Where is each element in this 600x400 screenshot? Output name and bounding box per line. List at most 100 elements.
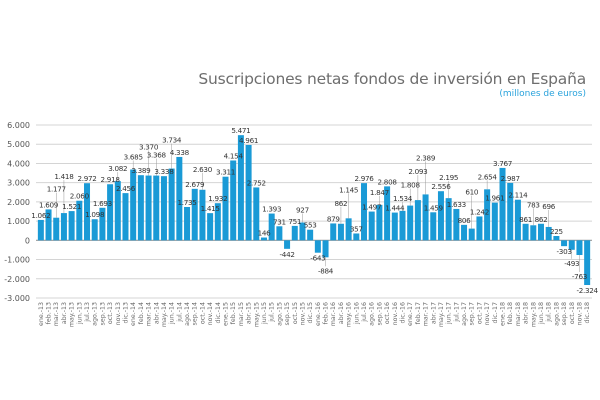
x-tick-label: ene.-14 — [130, 302, 137, 326]
data-label: 1.459 — [424, 203, 444, 212]
data-label: 2.556 — [431, 182, 451, 191]
bar-jul.-13 — [84, 183, 91, 241]
x-tick-label: feb.-16 — [323, 302, 330, 324]
bar-sep.-16 — [376, 204, 383, 241]
x-tick-label: may.-14 — [161, 302, 168, 327]
bar-mar.-15 — [237, 135, 244, 241]
data-label: 146 — [258, 229, 272, 238]
chart-title: Suscripciones netas fondos de inversión … — [198, 70, 586, 88]
bar-abr.-16 — [337, 223, 344, 241]
x-tick-label: ago.-13 — [92, 302, 99, 326]
x-tick-label: abr.-17 — [430, 302, 437, 324]
data-label: 861 — [519, 215, 532, 224]
y-tick-label: 1.000 — [7, 217, 30, 226]
bar-mar.-16 — [330, 223, 337, 241]
data-label: 783 — [527, 200, 540, 209]
bar-oct.-18 — [568, 240, 575, 250]
bar-ene.-14 — [130, 169, 137, 241]
x-tick-label: oct.-16 — [384, 302, 391, 324]
x-tick-label: oct.-17 — [476, 302, 483, 324]
bar-jul.-14 — [176, 156, 183, 241]
data-label: 1.418 — [54, 172, 74, 181]
data-label: 2.918 — [101, 175, 121, 184]
data-label: 2.060 — [70, 192, 90, 201]
x-tick-label: dic.-15 — [307, 302, 314, 324]
bar-feb.-18 — [507, 182, 514, 241]
bar-mar.-14 — [145, 175, 152, 241]
bar-dic.-17 — [491, 202, 498, 241]
data-label: 3.082 — [108, 164, 127, 173]
data-label: 2.389 — [416, 153, 436, 162]
bar-ago.-16 — [368, 211, 375, 241]
bar-may.-18 — [530, 225, 537, 241]
data-label: 610 — [465, 188, 479, 197]
x-tick-label: ago.-14 — [184, 302, 191, 326]
data-label: 3.767 — [493, 159, 512, 168]
bar-oct.-17 — [476, 216, 483, 241]
data-label: 1.497 — [362, 203, 381, 212]
data-label: 2.114 — [508, 191, 528, 200]
data-label: 4.338 — [170, 148, 190, 157]
data-label: 2.456 — [116, 184, 136, 193]
bar-jun.-14 — [168, 168, 175, 241]
data-label: 3.389 — [131, 166, 151, 175]
data-label: 1.534 — [393, 194, 413, 203]
data-label: 696 — [542, 202, 556, 211]
bar-oct.-13 — [107, 184, 114, 241]
x-tick-label: ene.-15 — [223, 302, 230, 326]
x-tick-label: jun.-14 — [169, 302, 176, 325]
y-tick-label: 0 — [25, 236, 30, 245]
data-label: 1.932 — [208, 194, 227, 203]
bar-jun.-18 — [537, 223, 544, 241]
x-tick-label: sep.-17 — [469, 302, 476, 325]
bar-feb.-13 — [45, 209, 52, 241]
x-tick-label: sep.-15 — [284, 302, 291, 325]
data-label: 4.154 — [224, 151, 244, 160]
x-tick-label: jun.-13 — [76, 302, 83, 325]
data-label: -2.324 — [576, 286, 598, 295]
x-tick-label: jul.-14 — [176, 302, 183, 323]
data-label: 2.972 — [77, 174, 96, 183]
bar-sep.-13 — [99, 207, 106, 241]
x-tick-label: jul.-17 — [453, 302, 460, 323]
bar-feb.-17 — [414, 200, 421, 241]
x-tick-label: jun.-17 — [446, 302, 453, 325]
data-label: 1.847 — [370, 188, 389, 197]
data-label: 806 — [458, 216, 472, 225]
data-label: 3.338 — [154, 167, 174, 176]
bar-ago.-14 — [184, 206, 191, 241]
x-tick-label: dic.-17 — [492, 302, 499, 324]
x-tick-label: nov.-14 — [207, 302, 214, 325]
x-tick-label: ago.-18 — [553, 302, 560, 326]
x-tick-label: may.-13 — [69, 302, 76, 327]
x-tick-label: sep.-16 — [376, 302, 383, 325]
data-label: 357 — [350, 224, 363, 233]
bar-sep.-15 — [284, 240, 291, 249]
x-tick-label: nov.-13 — [115, 302, 122, 325]
data-label: 2.654 — [478, 172, 498, 181]
x-tick-label: dic.-13 — [122, 302, 129, 324]
bar-sep.-14 — [191, 188, 198, 241]
y-tick-label: -2.000 — [4, 275, 30, 284]
data-label: 2.976 — [354, 174, 374, 183]
data-label: 1.961 — [485, 194, 504, 203]
data-label: 2.679 — [185, 180, 205, 189]
bar-nov.-16 — [391, 212, 398, 241]
bar-jul.-17 — [453, 208, 460, 241]
bar-jun.-15 — [260, 237, 267, 241]
data-label: 1.693 — [93, 199, 112, 208]
bar-ago.-18 — [553, 236, 560, 241]
data-label: 2.630 — [193, 165, 213, 174]
x-tick-label: oct.-18 — [569, 302, 576, 324]
bar-jun.-13 — [76, 200, 83, 241]
bar-sep.-17 — [468, 228, 475, 241]
x-tick-label: ago.-17 — [461, 302, 468, 326]
y-tick-label: -3.000 — [4, 294, 30, 303]
x-tick-label: may.-15 — [253, 302, 260, 327]
x-tick-label: oct.-15 — [292, 302, 299, 324]
bar-ago.-13 — [91, 219, 98, 241]
data-label: 1.735 — [178, 198, 197, 207]
x-tick-label: dic.-14 — [215, 302, 222, 324]
data-label: 1.062 — [31, 211, 50, 220]
